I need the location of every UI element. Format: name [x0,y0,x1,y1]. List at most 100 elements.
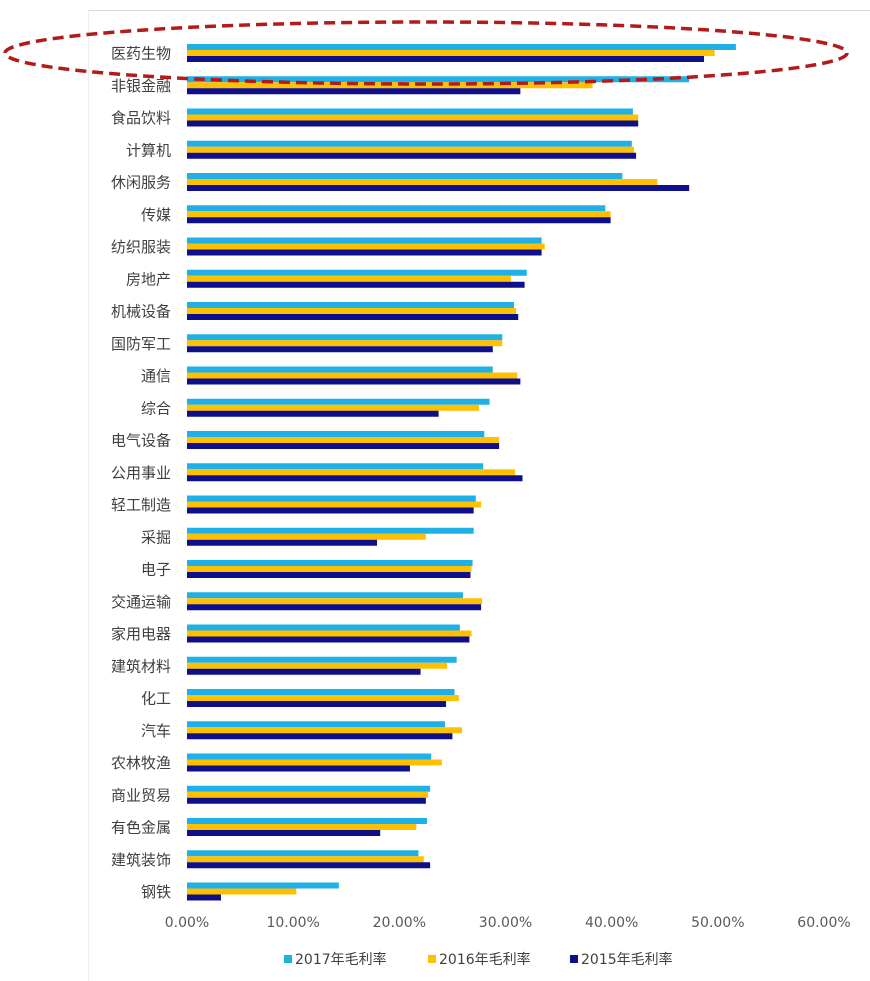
bar-18-series-2 [187,598,483,605]
bar-25-series-1 [187,818,427,824]
category-label: 商业贸易 [111,786,171,804]
category-label: 非银金融 [111,77,171,95]
legend-swatch [570,955,578,963]
bar-19-series-2 [187,630,472,637]
category-label: 公用事业 [111,464,171,482]
bar-17-series-2 [187,566,472,572]
bar-14-series-3 [187,475,523,482]
bar-26-series-1 [187,850,419,857]
category-label: 计算机 [126,141,171,159]
bar-17-series-1 [187,560,473,566]
category-label: 化工 [141,690,171,708]
bar-8-series-3 [187,281,525,288]
bar-14-series-2 [187,469,516,476]
category-label: 电子 [141,561,171,579]
legend-label: 2015年毛利率 [581,951,673,968]
bar-27-series-3 [187,894,221,901]
bar-6-series-2 [187,211,611,218]
bar-3-series-3 [187,120,639,127]
bar-16-series-3 [187,539,378,546]
bar-22-series-3 [187,733,453,740]
highlight-annotation [3,20,849,86]
category-label: 采掘 [141,528,171,546]
bar-9-series-1 [187,302,514,308]
legend-label: 2016年毛利率 [439,951,531,968]
bar-1-series-2 [187,50,715,56]
category-label: 有色金属 [111,819,171,837]
bar-24-series-1 [187,785,431,792]
x-tick-label: 60.00% [797,915,850,931]
bar-1-series-1 [187,44,736,50]
bar-21-series-3 [187,701,447,707]
bar-6-series-3 [187,217,611,224]
bar-5-series-1 [187,173,623,179]
bar-5-series-3 [187,185,690,191]
bar-11-series-3 [187,378,521,385]
bar-15-series-3 [187,507,474,514]
category-label: 电气设备 [111,432,171,450]
bar-10-series-2 [187,340,503,347]
category-label: 建筑材料 [111,657,171,675]
bar-4-series-1 [187,140,632,147]
bar-26-series-2 [187,856,424,863]
bar-7-series-3 [187,249,542,256]
bar-15-series-1 [187,495,476,502]
bar-23-series-2 [187,759,442,766]
x-axis-tick-labels: 0.00% 10.00% 20.00% 30.00% 40.00% 50.00% 60.00… [165,915,851,931]
bar-12-series-1 [187,398,490,405]
category-label: 综合 [141,399,171,417]
category-label: 钢铁 [141,883,171,901]
bar-19-series-1 [187,624,460,631]
category-label: 食品饮料 [111,109,171,127]
bar-17-series-3 [187,572,471,578]
category-label: 交通运输 [111,593,171,611]
bar-12-series-2 [187,404,479,411]
legend-swatch [428,955,436,963]
category-label: 汽车 [141,722,171,740]
category-label: 农林牧渔 [111,754,171,772]
bar-22-series-1 [187,721,445,728]
bar-13-series-2 [187,437,500,443]
x-tick-label: 50.00% [691,915,744,931]
bar-9-series-2 [187,308,517,314]
bar-3-series-1 [187,108,633,115]
bar-2-series-3 [187,88,521,95]
left-divider [88,10,89,981]
bar-18-series-3 [187,604,482,611]
bar-11-series-2 [187,372,518,379]
bar-23-series-1 [187,753,432,760]
bar-25-series-3 [187,830,381,836]
category-label: 家用电器 [111,625,171,643]
bar-19-series-3 [187,636,470,643]
bar-1-series-3 [187,56,705,62]
bar-4-series-3 [187,152,637,159]
category-label: 纺织服装 [111,238,171,256]
x-tick-label: 20.00% [373,915,426,931]
bar-20-series-3 [187,668,421,675]
bar-20-series-1 [187,656,457,663]
bar-21-series-1 [187,689,455,695]
category-label: 建筑装饰 [111,851,171,869]
bar-6-series-1 [187,205,606,212]
bar-18-series-1 [187,592,464,599]
bar-13-series-3 [187,443,500,449]
bars-layer [187,44,736,901]
bar-11-series-1 [187,366,493,373]
bar-26-series-3 [187,862,431,869]
legend-swatch [284,955,292,963]
category-label: 机械设备 [111,303,171,321]
bar-27-series-1 [187,882,339,889]
bar-24-series-3 [187,797,426,804]
bar-5-series-2 [187,179,658,185]
legend-label: 2017年毛利率 [295,951,387,968]
top-divider [88,10,870,11]
x-tick-label: 10.00% [266,915,319,931]
bar-15-series-2 [187,501,482,508]
category-label: 轻工制造 [111,496,171,514]
bar-12-series-3 [187,410,439,417]
bar-8-series-1 [187,269,527,276]
bar-2-series-1 [187,76,690,83]
category-label: 房地产 [126,270,171,288]
